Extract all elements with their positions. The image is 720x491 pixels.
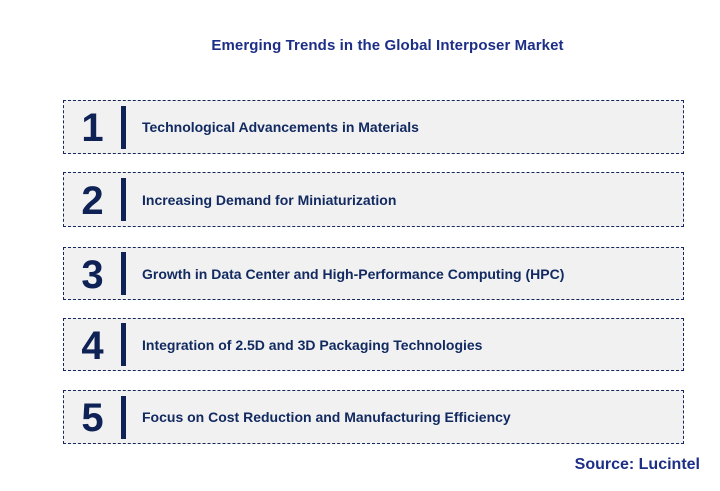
trend-number: 2 — [81, 178, 104, 223]
number-divider-bar — [121, 395, 126, 439]
trend-row-5: 5 Focus on Cost Reduction and Manufactur… — [63, 390, 684, 444]
trend-label: Increasing Demand for Miniaturization — [142, 191, 397, 208]
trend-number: 4 — [81, 323, 104, 368]
source-credit: Source: Lucintel — [574, 456, 700, 473]
trend-number: 3 — [81, 252, 104, 297]
number-divider-bar — [121, 252, 126, 295]
trend-row-4: 4 Integration of 2.5D and 3D Packaging T… — [63, 318, 684, 371]
number-divider-bar — [121, 105, 126, 149]
trend-row-3: 3 Growth in Data Center and High-Perform… — [63, 247, 684, 300]
trend-number: 5 — [81, 396, 104, 440]
trend-label: Technological Advancements in Materials — [142, 119, 419, 135]
trend-row-2: 2 Increasing Demand for Miniaturization — [63, 172, 684, 227]
trend-number: 1 — [81, 106, 104, 150]
trend-label: Growth in Data Center and High-Performan… — [142, 265, 565, 282]
number-divider-bar — [121, 178, 126, 221]
number-divider-bar — [121, 323, 126, 366]
trend-row-1: 1 Technological Advancements in Material… — [63, 100, 684, 154]
page-title: Emerging Trends in the Global Interposer… — [211, 37, 564, 54]
trend-label: Integration of 2.5D and 3D Packaging Tec… — [142, 336, 483, 353]
trend-label: Focus on Cost Reduction and Manufacturin… — [142, 409, 511, 425]
